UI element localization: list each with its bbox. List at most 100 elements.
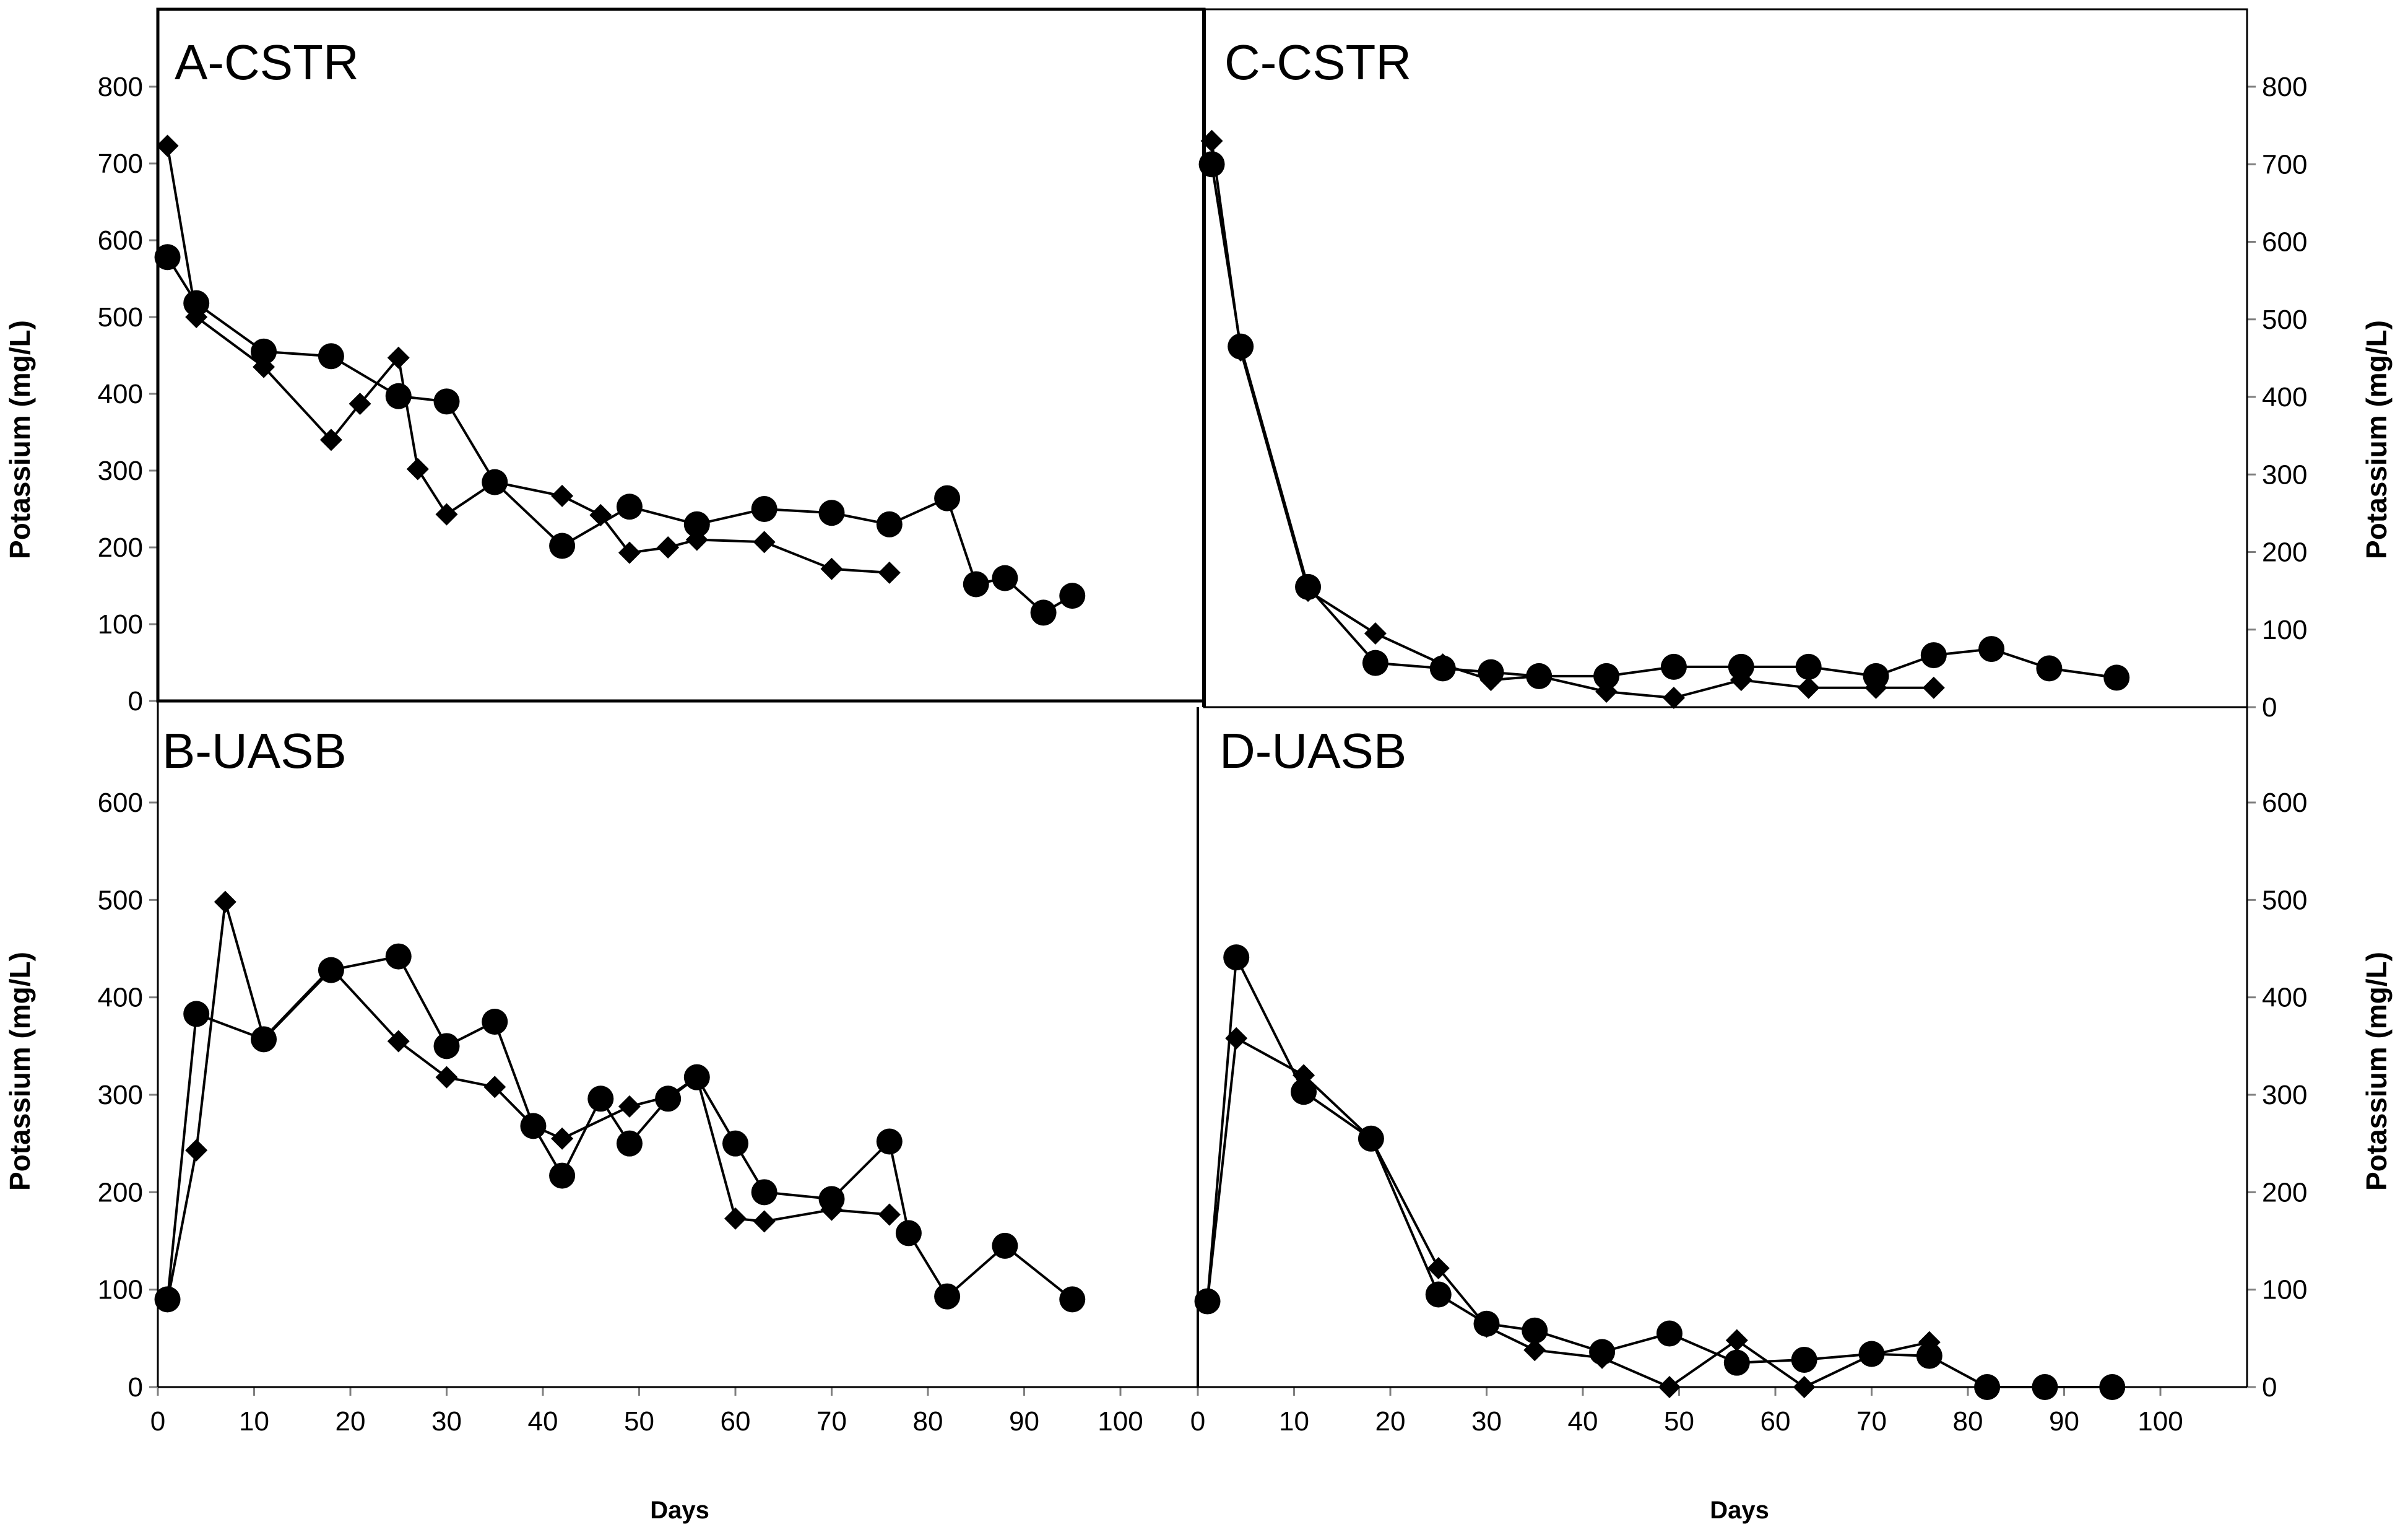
- panel-a-circle-point: [549, 533, 576, 559]
- panel-b-diamond-point: [551, 1127, 574, 1150]
- panel-c-circle-point: [1920, 642, 1947, 669]
- panel-b-ytick-label: 600: [98, 788, 143, 818]
- panel-c-ytick-label: 500: [2262, 305, 2307, 335]
- panel-b-xtick-label: 80: [913, 1406, 943, 1437]
- panel-b-diamond-point: [435, 1066, 458, 1089]
- panel-a-diamond-point: [406, 458, 429, 481]
- panel-d-circle-point: [1194, 1288, 1221, 1315]
- panel-b-circle-point: [655, 1085, 682, 1112]
- panel-c-circle-point: [1863, 663, 1889, 689]
- panel-d-diamond-point: [1725, 1329, 1748, 1352]
- panel-c-ytick-label: 200: [2262, 537, 2307, 568]
- panel-b-xtick-label: 40: [528, 1406, 558, 1437]
- panel-b-xtick-label: 20: [336, 1406, 366, 1437]
- panel-c-circle-point: [2103, 664, 2130, 691]
- panel-d-circle-point: [1223, 944, 1250, 971]
- panel-c-circle-series-line: [1210, 163, 2117, 679]
- panel-b-xtick-label: 90: [1009, 1406, 1039, 1437]
- panel-a-cstr: A-CSTR Potassium (mg/L) 0 100 200 300 400 500…: [4, 35, 1086, 716]
- panel-d-title: D-UASB: [1219, 723, 1406, 778]
- panel-a-circle-point: [251, 338, 277, 365]
- panel-c-circle-point: [1728, 653, 1754, 680]
- panel-a-diamond-point: [435, 503, 458, 526]
- panel-a-ylabel: Potassium (mg/L): [4, 320, 36, 559]
- panel-a-diamond-point: [387, 346, 410, 369]
- panel-c-circle-point: [1429, 655, 1456, 682]
- panel-a-diamond-point: [753, 531, 776, 554]
- panel-d-circle-point: [1656, 1320, 1683, 1347]
- panel-b-circle-point: [1059, 1286, 1086, 1313]
- panel-c-diamond-point: [1200, 129, 1223, 152]
- panel-d-xtick-label: 10: [1279, 1406, 1309, 1437]
- panel-d-circle-point: [1791, 1346, 1817, 1373]
- plot-frames: [156, 7, 2248, 1388]
- panel-c-circle-point: [1228, 333, 1254, 360]
- panel-c-ytick-label: 700: [2262, 149, 2307, 180]
- panel-b-ytick-label: 400: [98, 983, 143, 1013]
- panel-d-uasb: D-UASB Potassium (mg/L) Days 01002003004…: [1190, 723, 2393, 1524]
- panel-b-title: B-UASB: [162, 723, 347, 778]
- panel-b-xtick-label: 70: [816, 1406, 847, 1437]
- panel-b-ytick-label: 100: [98, 1275, 143, 1305]
- panel-b-ytick-label: 200: [98, 1177, 143, 1207]
- panel-d-xtick-label: 70: [1856, 1406, 1887, 1437]
- panel-a-ytick-label: 0: [128, 686, 143, 716]
- panel-a-circle-point: [385, 383, 412, 409]
- panel-b-circle-point: [482, 1009, 508, 1035]
- panel-b-circle-point: [992, 1232, 1018, 1259]
- panel-b-diamond-point: [387, 1030, 410, 1053]
- panel-b-circle-point: [549, 1162, 576, 1189]
- panel-a-diamond-point: [349, 393, 371, 415]
- panel-b-diamond-point: [214, 890, 236, 913]
- panel-d-diamond-point: [1523, 1339, 1546, 1362]
- panel-d-ytick-label: 300: [2262, 1080, 2307, 1110]
- panel-a-circle-point: [616, 494, 643, 520]
- panel-d-ytick-label: 100: [2262, 1275, 2307, 1305]
- panel-b-circle-point: [183, 1001, 210, 1027]
- panel-b-circle-point: [722, 1130, 748, 1157]
- panel-c-ytick-label: 800: [2262, 72, 2307, 102]
- panel-b-circle-point: [895, 1220, 922, 1246]
- panel-d-xtick-label: 90: [2049, 1406, 2079, 1437]
- panel-d-circle-point: [1358, 1125, 1384, 1152]
- panel-a-title: A-CSTR: [175, 35, 359, 90]
- panel-d-ytick-label: 400: [2262, 983, 2307, 1013]
- panel-a-diamond-point: [156, 134, 179, 157]
- panel-d-ytick-label: 0: [2262, 1372, 2277, 1403]
- panel-b-circle-point: [683, 1064, 710, 1090]
- panel-b-xtick-label: 30: [431, 1406, 462, 1437]
- panel-a-circle-point: [751, 496, 777, 522]
- panel-a-ytick-label: 500: [98, 302, 143, 333]
- panel-b-diamond-point: [878, 1203, 901, 1226]
- panel-b-ylabel: Potassium (mg/L): [4, 952, 36, 1191]
- panel-b-ytick-label: 500: [98, 885, 143, 915]
- panel-c-diamond-point: [1364, 622, 1387, 645]
- panel-a-circle-point: [183, 290, 210, 316]
- panel-a-diamond-point: [551, 484, 574, 507]
- panel-a-diamond-point: [657, 536, 680, 559]
- panel-a-circle-point: [963, 571, 989, 598]
- panel-d-circle-series-line: [1206, 956, 2113, 1388]
- panel-b-diamond-point: [483, 1076, 506, 1098]
- panel-d-xtick-label: 30: [1471, 1406, 1502, 1437]
- panel-a-circle-point: [876, 511, 903, 537]
- panel-c-circle-point: [1295, 573, 1322, 600]
- panel-b-xtick-label: 50: [624, 1406, 654, 1437]
- panel-a-ytick-label: 600: [98, 225, 143, 256]
- panel-c-circle-point: [1660, 653, 1687, 680]
- panel-d-xtick-label: 50: [1664, 1406, 1694, 1437]
- panel-c-diamond-point: [1662, 686, 1685, 709]
- panel-d-circle-point: [1723, 1349, 1750, 1376]
- panel-b-circle-point: [385, 943, 412, 970]
- panel-c-diamond-point: [1922, 676, 1945, 699]
- panel-d-circle-point: [1916, 1342, 1942, 1369]
- panel-d-xtick-label: 100: [2137, 1406, 2183, 1437]
- panel-a-ytick-label: 300: [98, 456, 143, 486]
- panel-a-ytick-label: 400: [98, 379, 143, 409]
- panel-d-xlabel: Days: [1710, 1497, 1769, 1524]
- panel-d-circle-point: [1425, 1281, 1452, 1308]
- panel-d-xtick-label: 20: [1375, 1406, 1406, 1437]
- panel-a-diamond-point: [618, 541, 641, 564]
- panel-b-circle-point: [616, 1130, 643, 1157]
- panel-b-uasb: B-UASB Potassium (mg/L) Days 01002003004…: [4, 723, 1143, 1524]
